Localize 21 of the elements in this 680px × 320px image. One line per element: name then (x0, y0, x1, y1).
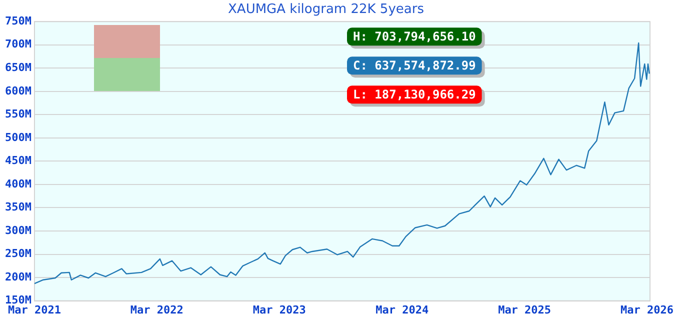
y-tick-label: 500M (4, 130, 32, 144)
y-tick-label: 400M (4, 177, 32, 190)
annotation: L: 187,130,966.29 (353, 88, 476, 102)
y-tick-label: 650M (4, 60, 32, 74)
x-tick-label: Mar 2026 (620, 303, 674, 316)
x-tick-label: Mar 2023 (252, 303, 306, 316)
chart-title: XAUMGA kilogram 22K 5years (228, 2, 424, 18)
x-tick-label: Mar 2025 (498, 303, 552, 316)
annotation: C: 637,574,872.99 (353, 58, 476, 73)
y-tick-label: 250M (4, 247, 32, 260)
y-tick-label: 300M (4, 224, 32, 237)
y-tick-label: 750M (4, 14, 32, 28)
y-tick-label: 550M (4, 108, 32, 121)
annotation: H: 703,794,656.10 (353, 30, 476, 44)
x-tick-label: Mar 2024 (376, 303, 429, 316)
y-tick-label: 200M (4, 270, 32, 284)
x-tick-label: Mar 2022 (130, 303, 184, 316)
y-tick-label: 600M (4, 84, 32, 98)
y-tick-label: 350M (4, 200, 32, 214)
y-tick-label: 450M (4, 154, 32, 168)
y-tick-label: 700M (4, 38, 32, 51)
